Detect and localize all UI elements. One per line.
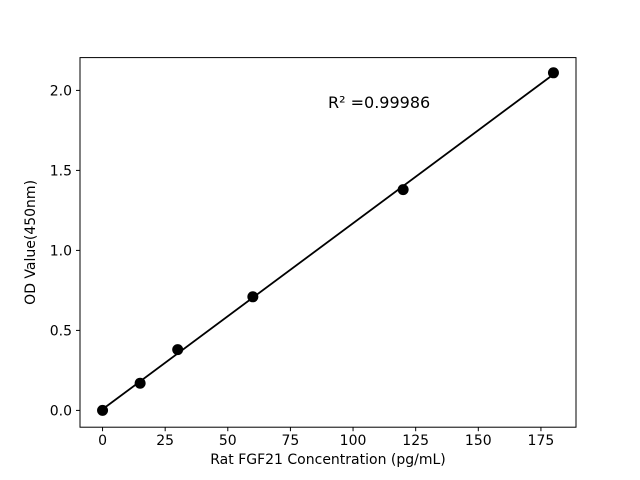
x-tick-label: 175 bbox=[528, 433, 555, 449]
axes-frame bbox=[79, 57, 577, 428]
x-tick-label: 0 bbox=[98, 433, 107, 449]
data-point bbox=[134, 377, 146, 389]
x-axis-label: Rat FGF21 Concentration (pg/mL) bbox=[210, 452, 446, 468]
x-tick-label: 125 bbox=[402, 433, 429, 449]
y-tick-label: 0.0 bbox=[50, 403, 72, 419]
x-tick-label: 75 bbox=[282, 433, 300, 449]
data-point bbox=[247, 291, 259, 303]
y-tick-label: 1.0 bbox=[50, 243, 72, 259]
y-axis-label: OD Value(450nm) bbox=[23, 180, 39, 305]
y-tick-label: 1.5 bbox=[50, 163, 72, 179]
y-tick-label: 0.5 bbox=[50, 323, 72, 339]
data-point bbox=[547, 67, 559, 79]
y-tick-label: 2.0 bbox=[50, 83, 72, 99]
data-point bbox=[172, 344, 184, 356]
x-tick-label: 25 bbox=[156, 433, 174, 449]
x-tick-label: 50 bbox=[219, 433, 237, 449]
r-squared-annotation: R² =0.99986 bbox=[328, 93, 430, 112]
data-point bbox=[97, 404, 109, 416]
x-tick-label: 100 bbox=[340, 433, 367, 449]
data-point bbox=[397, 184, 409, 196]
x-tick-label: 150 bbox=[465, 433, 492, 449]
